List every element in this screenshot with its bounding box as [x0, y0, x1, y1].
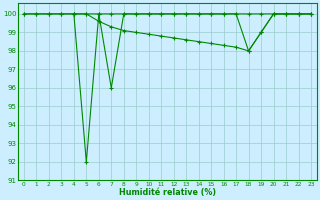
X-axis label: Humidité relative (%): Humidité relative (%): [119, 188, 216, 197]
